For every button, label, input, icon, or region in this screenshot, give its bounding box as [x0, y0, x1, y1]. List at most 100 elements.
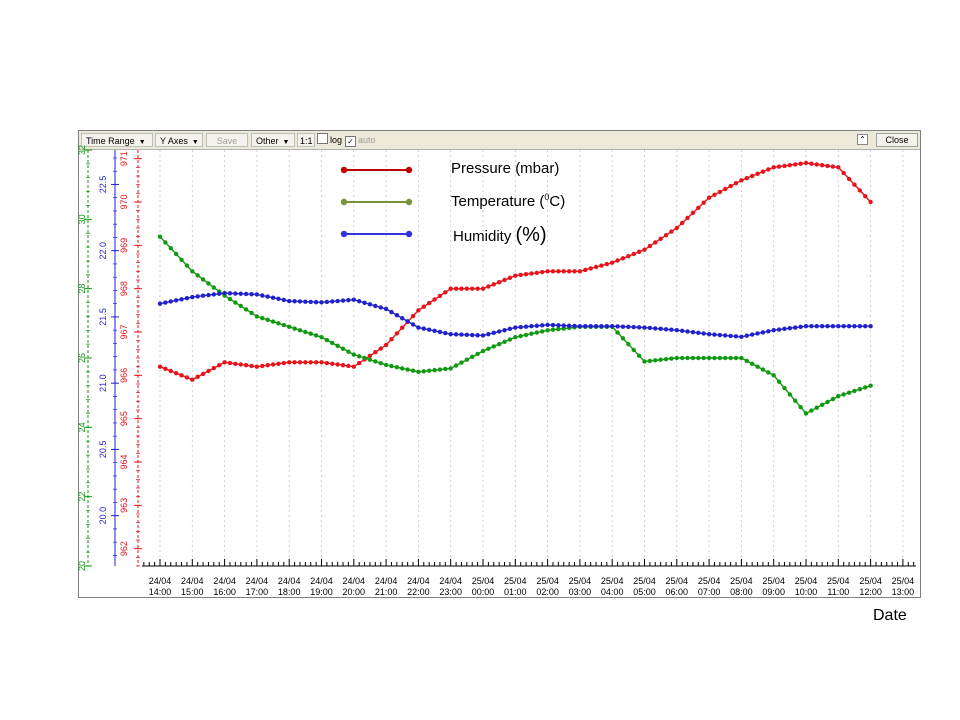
y-tick-label-pressure: 968 [119, 281, 129, 296]
close-button[interactable]: Close [876, 133, 918, 147]
series-marker-humidity [470, 332, 475, 338]
y-tick-label-temperature: 28 [77, 284, 87, 294]
series-marker-pressure [475, 286, 480, 291]
series-marker-temperature [227, 296, 233, 302]
series-marker-pressure [324, 360, 330, 366]
toolbar: Time Range ▼ Y Axes ▼ Save Other ▼ 1:1 log … [79, 131, 920, 150]
series-marker-humidity [566, 323, 572, 328]
series-marker-humidity [200, 293, 206, 298]
series-marker-temperature [421, 369, 426, 374]
series-marker-pressure [421, 304, 426, 309]
series-marker-temperature [356, 354, 362, 359]
series-marker-humidity [593, 324, 599, 329]
data-point-pressure [771, 165, 776, 170]
series-marker-pressure [830, 164, 836, 169]
series-marker-humidity [793, 325, 798, 330]
time-range-dropdown[interactable]: Time Range ▼ [81, 133, 153, 147]
series-marker-pressure [432, 297, 437, 302]
y-tick-label-pressure: 964 [119, 454, 129, 469]
data-point-humidity [642, 325, 647, 330]
series-marker-humidity [809, 324, 814, 329]
series-marker-temperature [394, 365, 400, 370]
series-marker-humidity [410, 322, 416, 327]
series-marker-humidity [163, 300, 168, 305]
series-marker-pressure [631, 251, 636, 257]
series-marker-pressure [227, 360, 233, 366]
x-axis-title: Date [873, 607, 907, 624]
series-marker-temperature [432, 367, 437, 373]
series-marker-humidity [389, 309, 394, 315]
series-marker-pressure [249, 363, 254, 369]
data-point-pressure [739, 178, 744, 183]
x-tick-label-time: 08:00 [730, 587, 753, 597]
data-point-pressure [545, 269, 550, 274]
data-point-pressure [157, 364, 163, 369]
series-marker-humidity [863, 324, 868, 329]
x-tick-label-time: 22:00 [407, 587, 430, 597]
series-marker-humidity [588, 324, 593, 329]
series-marker-temperature [523, 332, 529, 338]
y-tick-label-pressure: 963 [119, 498, 129, 513]
data-point-humidity [803, 324, 809, 329]
series-marker-humidity [346, 297, 351, 303]
series-marker-pressure [793, 162, 798, 167]
save-button[interactable]: Save [206, 133, 248, 147]
series-marker-temperature [324, 337, 330, 343]
other-dropdown[interactable]: Other ▼ [251, 133, 295, 147]
series-marker-pressure [556, 269, 561, 274]
series-marker-pressure [502, 277, 507, 283]
series-marker-pressure [335, 362, 340, 367]
caret-down-icon: ▼ [191, 139, 199, 146]
x-tick-label-time: 20:00 [343, 587, 366, 597]
series-marker-humidity [459, 332, 464, 337]
x-tick-label-time: 15:00 [181, 587, 204, 597]
auto-checkbox[interactable]: ✓ auto [345, 133, 376, 147]
data-point-humidity [868, 324, 873, 329]
series-marker-humidity [313, 299, 319, 305]
series-marker-pressure [857, 188, 863, 193]
data-point-humidity [706, 331, 712, 337]
series-marker-temperature [410, 368, 416, 373]
series-marker-temperature [798, 404, 803, 410]
series-marker-pressure [243, 363, 249, 368]
series-marker-temperature [663, 356, 669, 362]
series-marker-humidity [744, 333, 749, 338]
data-point-humidity [448, 331, 453, 337]
series-marker-humidity [636, 325, 642, 330]
series-marker-pressure [787, 162, 793, 168]
legend-marker [405, 198, 413, 206]
series-marker-humidity [830, 324, 836, 329]
collapse-button[interactable]: ⌃ [857, 134, 868, 145]
series-marker-temperature [464, 357, 470, 362]
data-point-pressure [287, 360, 292, 365]
series-marker-humidity [556, 323, 561, 328]
series-marker-pressure [163, 366, 168, 372]
log-checkbox[interactable]: log [317, 133, 342, 147]
series-marker-temperature [243, 307, 249, 312]
data-point-humidity [545, 322, 550, 328]
data-point-pressure [480, 286, 486, 291]
series-marker-temperature [313, 333, 319, 338]
series-marker-temperature [814, 405, 819, 410]
series-marker-pressure [195, 374, 200, 379]
series-marker-pressure [540, 269, 545, 275]
x-tick-label-day: 24/04 [278, 576, 301, 586]
ratio-button[interactable]: 1:1 [297, 133, 315, 147]
series-marker-temperature [507, 337, 513, 342]
x-tick-label-time: 14:00 [149, 587, 172, 597]
x-tick-label-time: 05:00 [633, 587, 656, 597]
series-marker-pressure [733, 181, 739, 186]
series-marker-temperature [529, 331, 534, 336]
x-tick-label-time: 19:00 [310, 587, 333, 597]
series-marker-pressure [443, 290, 448, 295]
series-marker-pressure [265, 363, 270, 368]
series-marker-humidity [787, 325, 793, 331]
series-marker-pressure [620, 256, 626, 261]
series-marker-temperature [496, 341, 502, 347]
series-marker-humidity [400, 316, 405, 321]
x-tick-label-day: 25/04 [472, 576, 495, 586]
data-point-pressure [383, 342, 389, 348]
series-marker-humidity [168, 299, 173, 304]
x-tick-label-day: 24/04 [407, 576, 430, 586]
y-axes-dropdown[interactable]: Y Axes ▼ [155, 133, 203, 147]
